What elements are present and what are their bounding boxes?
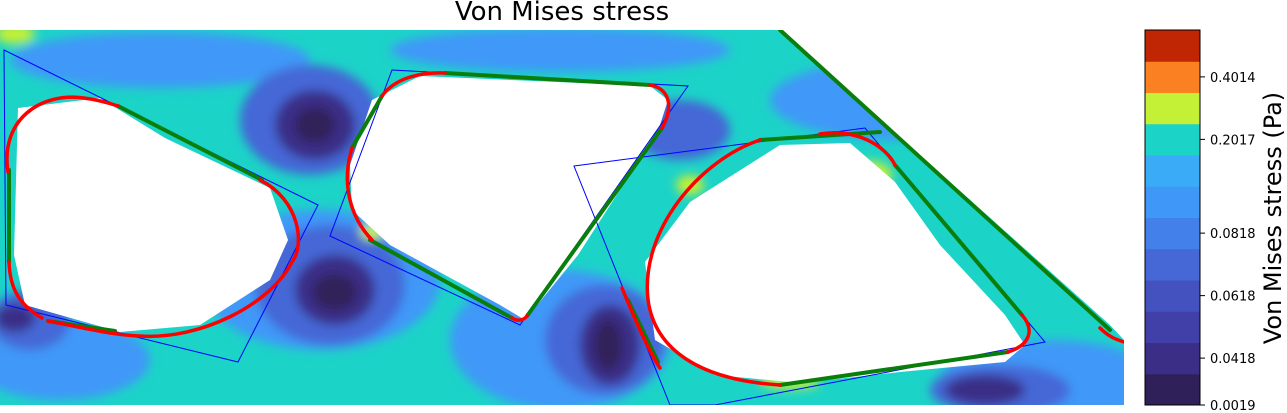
fillet-boundaries <box>5 71 1124 387</box>
colorbar-band <box>1145 342 1200 375</box>
fillet-arc <box>645 138 782 387</box>
boundary-segment <box>350 94 384 150</box>
colorbar-frame <box>1144 29 1201 406</box>
colorbar-tick-label: 0.4014 <box>1210 71 1256 86</box>
boundary-segment <box>368 238 514 320</box>
straight-boundaries <box>7 30 1112 387</box>
colorbar-band <box>1145 186 1200 218</box>
colorbar-band <box>1145 155 1200 187</box>
fillet-arc <box>648 83 671 130</box>
colorbar-tick-label: 0.2017 <box>1210 133 1256 148</box>
contour-region <box>945 375 1025 405</box>
colorbar-tick-label: 0.0818 <box>1210 227 1256 242</box>
colorbar-band <box>1145 92 1200 125</box>
colorbar-band <box>1145 30 1200 62</box>
colorbar-band <box>1145 123 1200 156</box>
colorbar-tick-label: 0.0418 <box>1210 352 1256 367</box>
colorbar-ticks: 0.0019 0.0418 0.0618 0.0818 0.2017 0.4014 <box>1200 71 1256 413</box>
contour-region <box>0 30 35 44</box>
boundary-segment <box>778 30 1112 332</box>
fillet-arc <box>1098 326 1124 344</box>
contour-region <box>0 304 35 332</box>
boundary-segment <box>778 350 1010 387</box>
fillet-arc <box>818 131 897 167</box>
fillet-arc <box>380 71 447 98</box>
stress-field <box>0 30 1124 405</box>
fillet-arc <box>510 314 529 322</box>
fillet-arc <box>620 286 662 370</box>
contour-region <box>295 107 335 143</box>
colorbar-band <box>1145 217 1200 250</box>
exterior-region <box>780 30 1124 340</box>
boundary-segment <box>893 163 1024 317</box>
colorbar-band <box>1145 248 1200 281</box>
colorbar-band <box>1145 373 1200 406</box>
colorbar-band <box>1145 61 1200 93</box>
contour-region <box>594 320 622 370</box>
contour-region <box>10 32 310 88</box>
contour-region <box>313 274 357 310</box>
colorbar-label: Von Mises stress (Pa) <box>1259 92 1287 344</box>
colorbar-tick-label: 0.0019 <box>1210 399 1256 413</box>
fillet-arc <box>46 178 301 339</box>
fillet-arc <box>1006 313 1031 354</box>
boundary-segment <box>443 71 652 87</box>
fillet-arc <box>345 146 374 242</box>
colorbar-tick-label: 0.0618 <box>1210 290 1256 305</box>
fillet-arc <box>5 95 120 174</box>
boundary-segment <box>525 126 664 318</box>
colorbar-band <box>1145 280 1200 312</box>
colorbar-band <box>1145 311 1200 343</box>
colorbar <box>1145 30 1200 406</box>
hole-right <box>645 143 1025 383</box>
hole-middle <box>350 76 668 320</box>
boundary-segment <box>116 104 264 182</box>
fillet-arc <box>7 260 44 320</box>
contour-region <box>390 30 730 72</box>
chart-title: Von Mises stress <box>454 0 670 27</box>
hole-left <box>14 98 288 332</box>
boundary-segment <box>758 130 882 142</box>
